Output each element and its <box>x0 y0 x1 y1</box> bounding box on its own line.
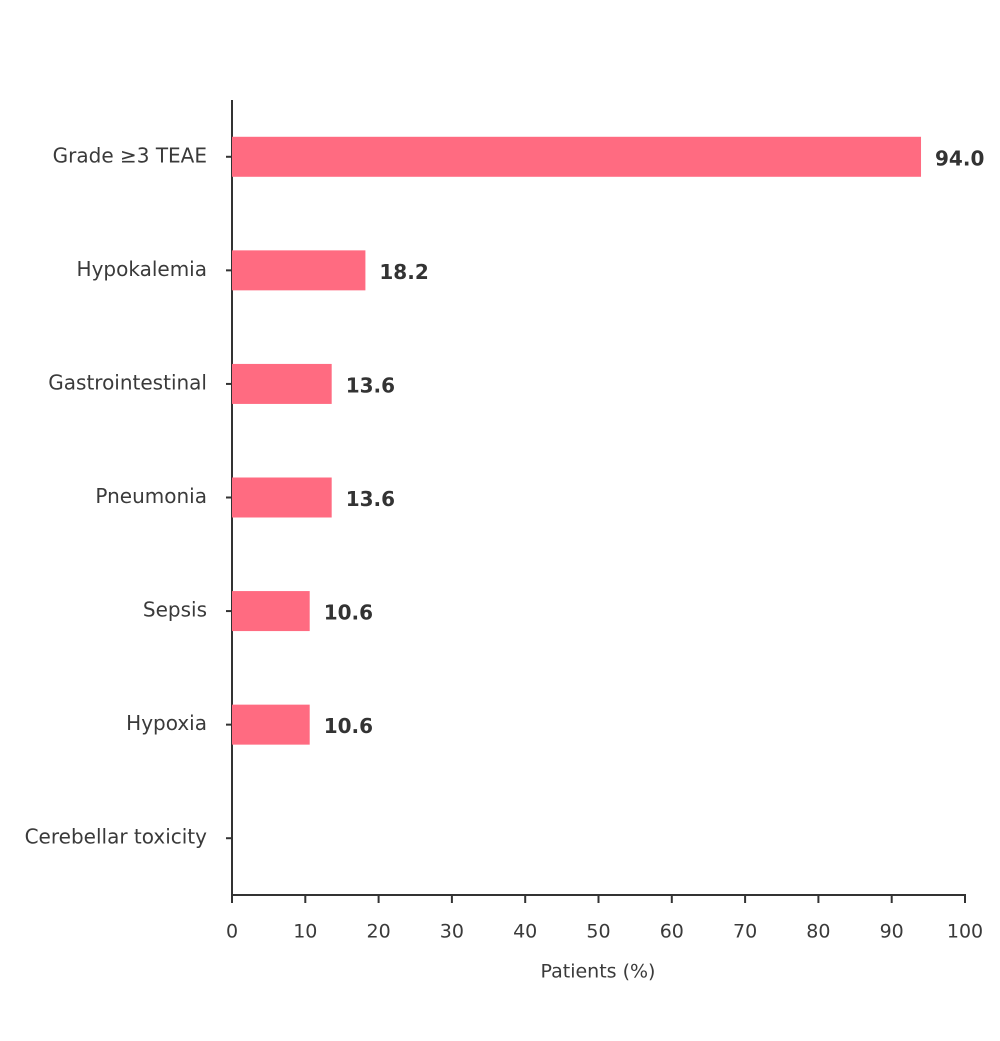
x-tick-label: 20 <box>367 921 391 943</box>
y-tick-label: Pneumonia <box>95 484 207 508</box>
x-tick-label: 10 <box>293 921 317 943</box>
x-tick-label: 0 <box>226 921 238 943</box>
x-tick-label: 50 <box>586 921 610 943</box>
x-tick-label: 90 <box>880 921 904 943</box>
x-tick-label: 80 <box>806 921 830 943</box>
x-tick-label: 40 <box>513 921 537 943</box>
value-label: 13.6 <box>346 487 395 511</box>
bar <box>232 477 332 518</box>
value-label: 10.6 <box>324 714 373 738</box>
x-axis-title: Patients (%) <box>541 961 656 983</box>
bar <box>232 250 366 291</box>
value-label: 10.6 <box>324 601 373 625</box>
bar <box>232 363 332 404</box>
x-tick-label: 100 <box>947 921 983 943</box>
x-tick-label: 60 <box>660 921 684 943</box>
value-label: 13.6 <box>346 373 395 397</box>
bar <box>232 704 310 745</box>
bar <box>232 591 310 632</box>
y-tick-label: Cerebellar toxicity <box>25 825 208 849</box>
bar <box>232 136 922 177</box>
y-tick-label: Sepsis <box>143 598 207 622</box>
value-label: 94.0 <box>935 146 984 170</box>
y-tick-label: Gastrointestinal <box>48 370 207 394</box>
y-tick-label: Hypokalemia <box>77 257 207 281</box>
y-tick-label: Hypoxia <box>126 711 207 735</box>
y-tick-label: Grade ≥3 TEAE <box>53 143 207 167</box>
x-tick-label: 70 <box>733 921 757 943</box>
x-tick-label: 30 <box>440 921 464 943</box>
value-label: 18.2 <box>379 260 428 284</box>
